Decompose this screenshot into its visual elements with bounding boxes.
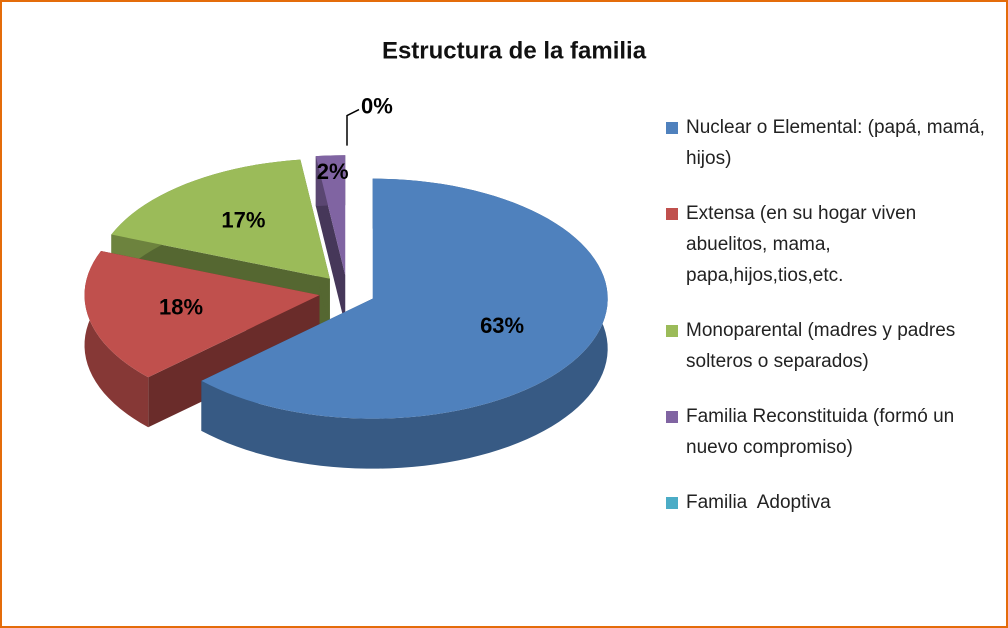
data-label: 17% — [221, 208, 265, 233]
legend-swatch — [666, 325, 678, 337]
legend-label: Nuclear o Elemental: (papá, mamá, hijos) — [686, 117, 991, 169]
data-label: 63% — [480, 313, 524, 338]
legend-swatch — [666, 122, 678, 134]
pie-slice — [201, 178, 608, 469]
legend-label: Familia Adoptiva — [686, 492, 831, 513]
legend-swatch — [666, 208, 678, 220]
data-label: 2% — [317, 159, 349, 184]
legend-label: Familia Reconstituida (formó un nuevo co… — [686, 406, 960, 458]
legend-item: Extensa (en su hogar viven abuelitos, ma… — [666, 198, 996, 291]
chart-title: Estructura de la familia — [382, 37, 647, 64]
data-label: 0% — [361, 93, 393, 118]
leader-line — [346, 108, 360, 146]
legend-item: Familia Reconstituida (formó un nuevo co… — [666, 401, 996, 463]
legend-item: Nuclear o Elemental: (papá, mamá, hijos) — [666, 112, 996, 174]
legend-label: Extensa (en su hogar viven abuelitos, ma… — [686, 203, 922, 286]
legend: Nuclear o Elemental: (papá, mamá, hijos)… — [666, 112, 996, 518]
legend-item: Monoparental (madres y padres solteros o… — [666, 315, 996, 377]
legend-swatch — [666, 497, 678, 509]
legend-label: Monoparental (madres y padres solteros o… — [686, 320, 961, 372]
slice-wall — [201, 178, 608, 469]
pie-slice — [315, 155, 346, 326]
slice-top — [315, 155, 346, 276]
slice-top — [111, 159, 330, 279]
data-label: 18% — [159, 294, 203, 319]
slice-top — [201, 178, 608, 419]
slice-top — [84, 250, 320, 378]
legend-item: Familia Adoptiva — [666, 487, 996, 518]
pie-slice — [84, 250, 320, 428]
legend-swatch — [666, 411, 678, 423]
